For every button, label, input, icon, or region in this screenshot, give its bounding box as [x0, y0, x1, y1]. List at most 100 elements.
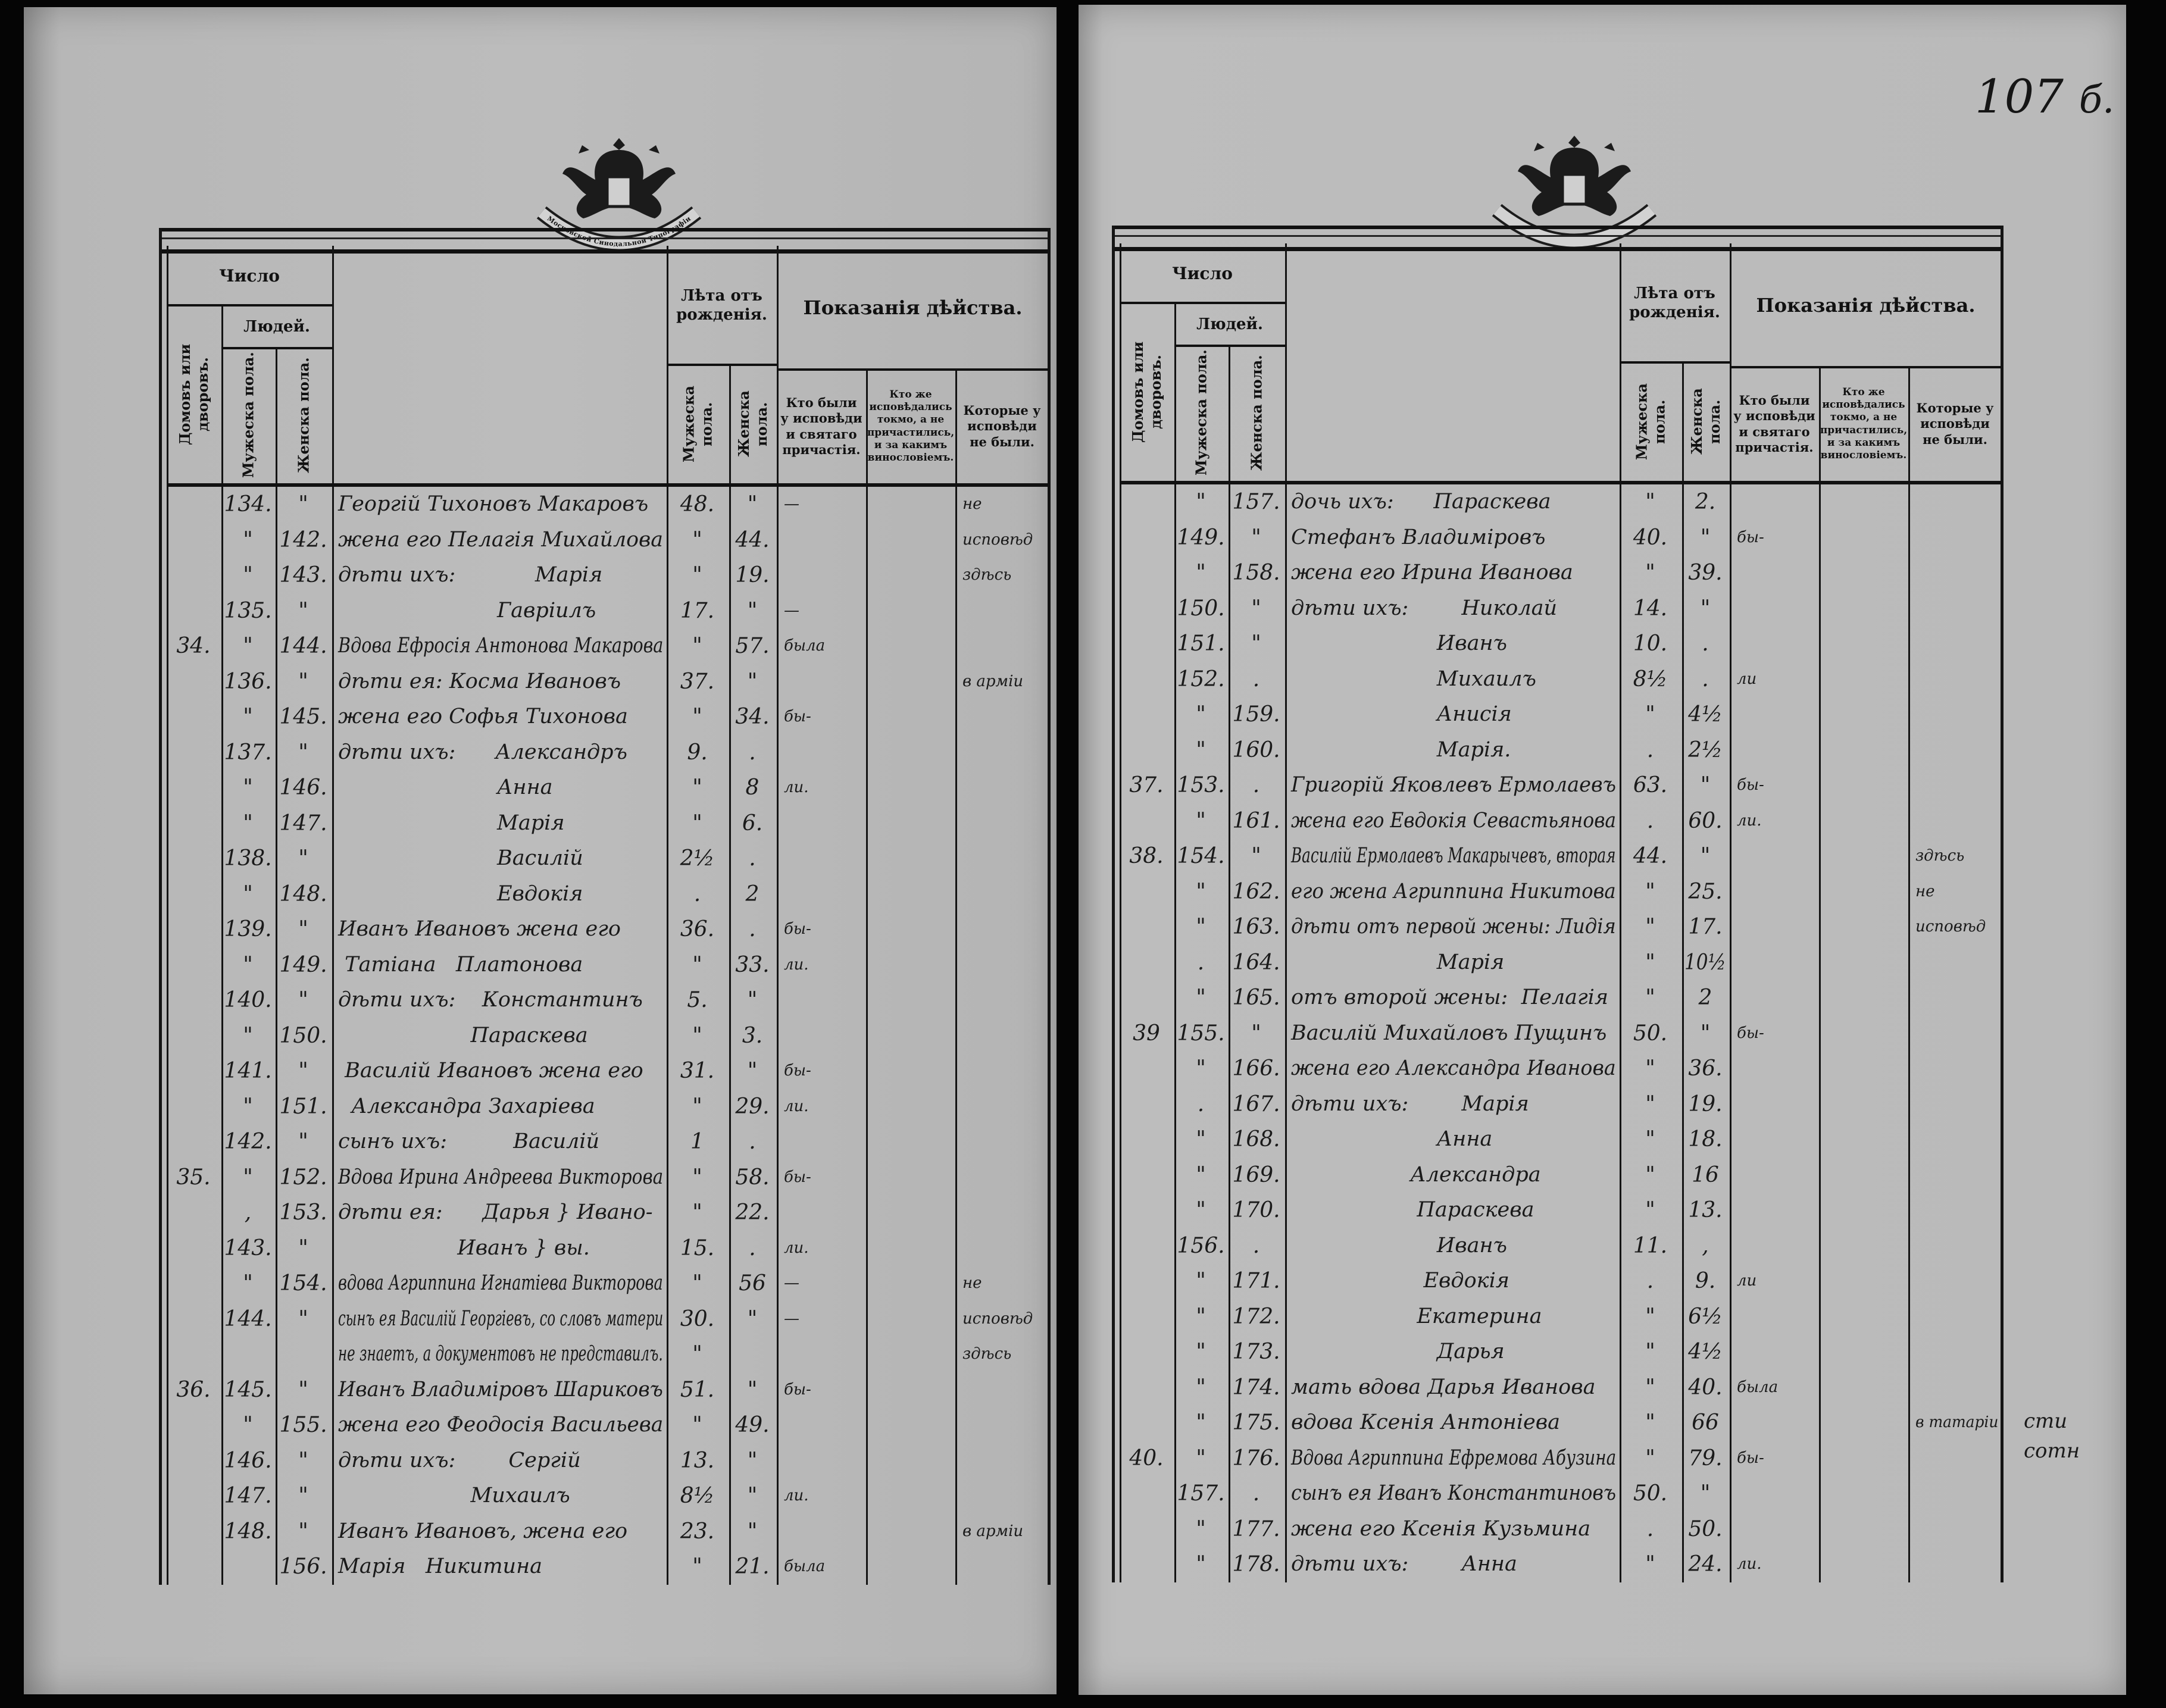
female-number: [278, 1337, 329, 1372]
age-male: 30.: [680, 1306, 715, 1331]
age-male: ": [692, 1342, 702, 1366]
confessed-only: [873, 664, 952, 699]
person-name: сынъ ея Иванъ Константиновъ: [1291, 1481, 1617, 1505]
header-kotorye: Которые у исповѣди не были.: [1916, 401, 1994, 447]
table-row: 143. " Иванъ } вы. 15.. ли.: [159, 1231, 1049, 1266]
confessed-communed: [1737, 874, 1815, 909]
house-number: 40.: [1129, 1446, 1164, 1471]
house-number: [169, 1337, 218, 1372]
table-row: " 171. Евдокія. 9. ли: [1112, 1263, 2002, 1299]
not-confessed: [1915, 1512, 1998, 1547]
age-male: ": [692, 1200, 702, 1225]
column-divider: [1174, 302, 1176, 1582]
not-confessed: не: [962, 1274, 982, 1292]
person-name: его жена Агриппина Никитова: [1291, 879, 1616, 903]
confessed-communed: [784, 877, 862, 912]
not-confessed: [1915, 1051, 1998, 1086]
age-female: 25.: [1688, 879, 1723, 904]
age-female: ,: [1702, 1233, 1709, 1258]
table-row: не знаетъ, а документовъ не представилъ.…: [159, 1337, 1049, 1372]
house-number: [1122, 1228, 1171, 1263]
confessed-communed: [784, 983, 862, 1018]
column-divider: [1682, 361, 1684, 1582]
header-rule: [1120, 302, 1285, 304]
not-confessed: [1915, 1016, 1998, 1051]
male-number: 135.: [224, 598, 272, 623]
confessed-only: [1826, 1087, 1905, 1122]
column-divider: [667, 246, 668, 1585]
table-row: " 169. Александра " 16: [1112, 1158, 2002, 1193]
age-female: ": [747, 988, 758, 1012]
confessed-communed: [1737, 1476, 1815, 1511]
table-row: " 158. жена его Ирина Иванова " 39.: [1112, 555, 2002, 591]
male-number: ": [243, 881, 253, 906]
female-number: 144.: [279, 634, 327, 658]
male-number: ": [243, 563, 253, 587]
not-confessed: [1915, 626, 1998, 661]
confessed-only: [873, 699, 952, 734]
house-number: [169, 1302, 218, 1337]
age-female: 2.: [1695, 490, 1716, 514]
table-row: " 145. жена его Софья Тихонова " 34. бы-: [159, 699, 1049, 735]
age-male: ": [1645, 490, 1655, 514]
confessed-communed: [1737, 555, 1815, 590]
house-number: [1122, 1547, 1171, 1582]
table-row: " 160. Марія.. 2½: [1112, 733, 2002, 768]
column-divider: [777, 246, 779, 1585]
female-number: 169.: [1232, 1162, 1280, 1187]
age-female: ": [747, 492, 758, 517]
header-rule: [1174, 345, 1285, 347]
header-pokazaniya: Показанія дѣйства.: [1756, 294, 1976, 317]
header-rule: [167, 304, 332, 306]
table-row: 34. " 144. Вдова Ефросія Антонова Макарова "…: [159, 628, 1049, 664]
house-number: 37.: [1129, 773, 1164, 797]
confessed-communed: [784, 806, 862, 841]
male-number: ": [243, 1023, 253, 1048]
house-number: [169, 806, 218, 841]
person-name: дѣти ея: Дарья } Ивано-: [338, 1200, 653, 1224]
person-name: дѣти ихъ: Марія: [1291, 1091, 1529, 1116]
table-row: " 142. жена его Пелагія Михайлова " 44. испов…: [159, 523, 1049, 558]
table-row: " 148. Евдокія. 2: [159, 877, 1049, 912]
age-female: .: [1702, 631, 1709, 656]
male-number: .: [1197, 950, 1205, 975]
imperial-eagle-crest-icon: [1492, 136, 1657, 249]
table-row: " 172. Екатерина " 6½: [1112, 1299, 2002, 1335]
person-name: дѣти ихъ: Марія: [338, 563, 603, 587]
age-female: 18.: [1688, 1127, 1723, 1152]
age-female: 4½: [1688, 702, 1723, 727]
female-number: 146.: [279, 775, 327, 800]
person-name: Иванъ } вы.: [338, 1235, 590, 1260]
house-number: [1122, 555, 1171, 590]
confessed-communed: [1737, 733, 1815, 768]
female-number: ": [298, 1448, 308, 1473]
person-name: Гавріилъ: [338, 598, 596, 622]
female-number: 171.: [1232, 1269, 1280, 1293]
confessed-communed: была: [784, 1557, 826, 1575]
person-name: Стефанъ Владиміровъ: [1291, 525, 1546, 549]
male-number: 139.: [224, 917, 272, 941]
header-kto-zhe: Кто же исповѣдались токмо, а не причасти…: [867, 388, 955, 464]
table-row: 37. 153.. Григорій Яковлевъ Ермолаевъ 63. " б…: [1112, 768, 2002, 803]
not-confessed: [962, 983, 1045, 1018]
confessed-communed: [1737, 980, 1815, 1015]
not-confessed: в арміи: [962, 1522, 1024, 1540]
confessed-communed: [784, 1124, 862, 1159]
age-male: ": [692, 952, 702, 977]
left-page: Московской Синодальной Типографіи Число Д…: [24, 7, 1057, 1694]
male-number: 152.: [1177, 667, 1225, 692]
age-male: ": [692, 775, 702, 800]
female-number: 160.: [1232, 737, 1280, 762]
person-name: Вдова Агриппина Ефремова Абузина: [1291, 1446, 1617, 1470]
person-name: жена его Пелагія Михайлова: [338, 527, 663, 552]
house-number: [169, 1549, 218, 1584]
confessed-communed: бы-: [784, 920, 811, 938]
not-confessed: здѣсь: [962, 566, 1012, 584]
confessed-communed: ли.: [1737, 1555, 1762, 1573]
house-number: [169, 770, 218, 805]
male-number: [224, 1549, 272, 1584]
male-number: ": [243, 634, 253, 658]
age-male: 14.: [1633, 596, 1668, 621]
confessed-only: [1826, 626, 1905, 661]
house-number: [1122, 1512, 1171, 1547]
